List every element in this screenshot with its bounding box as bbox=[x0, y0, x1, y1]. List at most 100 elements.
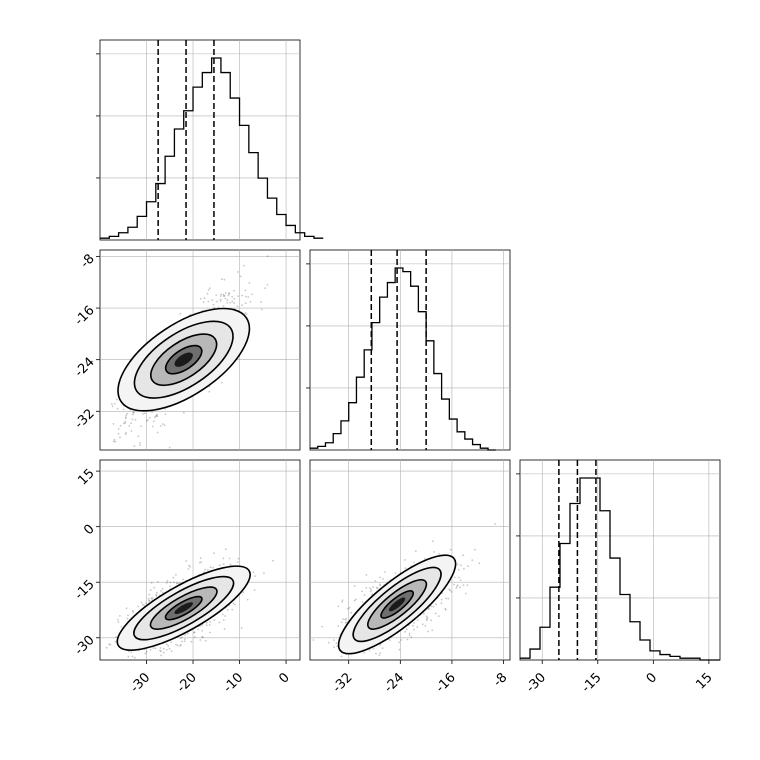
scatter-point bbox=[165, 581, 168, 584]
scatter-point bbox=[183, 640, 186, 642]
scatter-point bbox=[124, 420, 127, 423]
scatter-point bbox=[337, 625, 340, 627]
scatter-point bbox=[463, 567, 465, 570]
scatter-point bbox=[217, 306, 220, 309]
scatter-point bbox=[416, 619, 419, 621]
y-tick-label: 0 bbox=[81, 522, 97, 538]
scatter-point bbox=[150, 582, 153, 584]
scatter-point bbox=[467, 565, 469, 568]
scatter-point bbox=[448, 588, 451, 591]
scatter-point bbox=[378, 583, 381, 586]
scatter-point bbox=[211, 299, 214, 301]
scatter-point bbox=[212, 566, 214, 569]
scatter-point bbox=[119, 615, 121, 617]
scatter-point bbox=[156, 415, 159, 418]
scatter-point bbox=[263, 572, 265, 575]
scatter-point bbox=[207, 289, 210, 291]
x-tick-label: -30 bbox=[128, 670, 154, 696]
scatter-point bbox=[234, 603, 236, 606]
scatter-point bbox=[345, 621, 348, 623]
scatter-point bbox=[345, 617, 347, 620]
scatter-point bbox=[216, 300, 218, 303]
scatter-point bbox=[143, 604, 146, 607]
scatter-point bbox=[344, 618, 347, 621]
scatter-point bbox=[187, 568, 190, 570]
scatter-point bbox=[321, 625, 324, 628]
scatter-point bbox=[341, 601, 343, 603]
histogram-p3 bbox=[520, 477, 720, 661]
scatter-point bbox=[190, 640, 193, 643]
scatter-point bbox=[228, 557, 231, 560]
scatter-point bbox=[160, 650, 163, 653]
scatter-point bbox=[141, 603, 144, 606]
scatter-point bbox=[159, 425, 162, 427]
scatter-point bbox=[161, 587, 164, 590]
scatter-point bbox=[239, 275, 242, 278]
scatter-point bbox=[207, 569, 209, 571]
scatter-point bbox=[266, 284, 269, 286]
scatter-point bbox=[133, 411, 135, 414]
scatter-point bbox=[168, 647, 171, 650]
x-tick-label: -32 bbox=[330, 670, 356, 696]
scatter-point bbox=[109, 643, 112, 646]
scatter-point bbox=[379, 652, 381, 654]
scatter-point bbox=[449, 589, 451, 592]
scatter-point bbox=[312, 639, 315, 641]
scatter-point bbox=[144, 652, 147, 655]
scatter-point bbox=[388, 639, 391, 641]
scatter-point bbox=[444, 607, 447, 610]
scatter-point bbox=[181, 636, 183, 639]
scatter-point bbox=[327, 641, 330, 644]
scatter-point bbox=[342, 618, 344, 621]
scatter-point bbox=[175, 582, 178, 585]
scatter-point bbox=[242, 591, 245, 594]
scatter-point bbox=[232, 602, 235, 605]
scatter-point bbox=[494, 523, 497, 525]
scatter-point bbox=[219, 300, 222, 302]
scatter-point bbox=[246, 598, 249, 601]
scatter-point bbox=[124, 433, 127, 436]
scatter-point bbox=[227, 294, 230, 297]
scatter-point bbox=[132, 411, 135, 414]
scatter-point bbox=[340, 655, 343, 658]
scatter-point bbox=[148, 599, 151, 602]
contour-line bbox=[367, 579, 428, 630]
scatter-point bbox=[457, 568, 460, 571]
scatter-point bbox=[224, 297, 227, 300]
scatter-point bbox=[184, 638, 186, 640]
scatter-point bbox=[175, 643, 177, 646]
scatter-point bbox=[220, 293, 223, 296]
scatter-point bbox=[413, 628, 415, 631]
panel-frame bbox=[99, 249, 301, 451]
scatter-point bbox=[154, 647, 157, 650]
scatter-point bbox=[131, 655, 134, 658]
scatter-point bbox=[222, 563, 225, 565]
scatter-point bbox=[471, 559, 474, 561]
scatter-point bbox=[151, 425, 154, 428]
scatter-point bbox=[152, 647, 155, 649]
scatter-point bbox=[115, 636, 117, 639]
scatter-point bbox=[431, 629, 434, 632]
scatter-point bbox=[229, 563, 232, 566]
contour-line bbox=[164, 595, 203, 621]
scatter-point bbox=[115, 398, 118, 401]
scatter-point bbox=[139, 444, 142, 446]
x-tick-label: -10 bbox=[221, 670, 247, 696]
scatter-point bbox=[124, 417, 127, 420]
y-tick-label: -30 bbox=[72, 633, 98, 659]
y-tick-label: -8 bbox=[78, 252, 98, 272]
scatter-point bbox=[128, 425, 131, 427]
scatter-point bbox=[159, 649, 162, 652]
scatter-point bbox=[406, 638, 409, 641]
scatter-point bbox=[197, 628, 200, 631]
scatter-point bbox=[453, 576, 456, 579]
scatter-point bbox=[155, 593, 158, 596]
scatter-point bbox=[131, 610, 134, 612]
scatter-point bbox=[147, 419, 149, 421]
scatter-point bbox=[168, 446, 171, 449]
y-tick-label: -32 bbox=[72, 406, 98, 432]
scatter-point bbox=[181, 640, 183, 643]
scatter-point bbox=[153, 416, 156, 419]
scatter-point bbox=[122, 422, 125, 425]
scatter-point bbox=[138, 442, 141, 444]
